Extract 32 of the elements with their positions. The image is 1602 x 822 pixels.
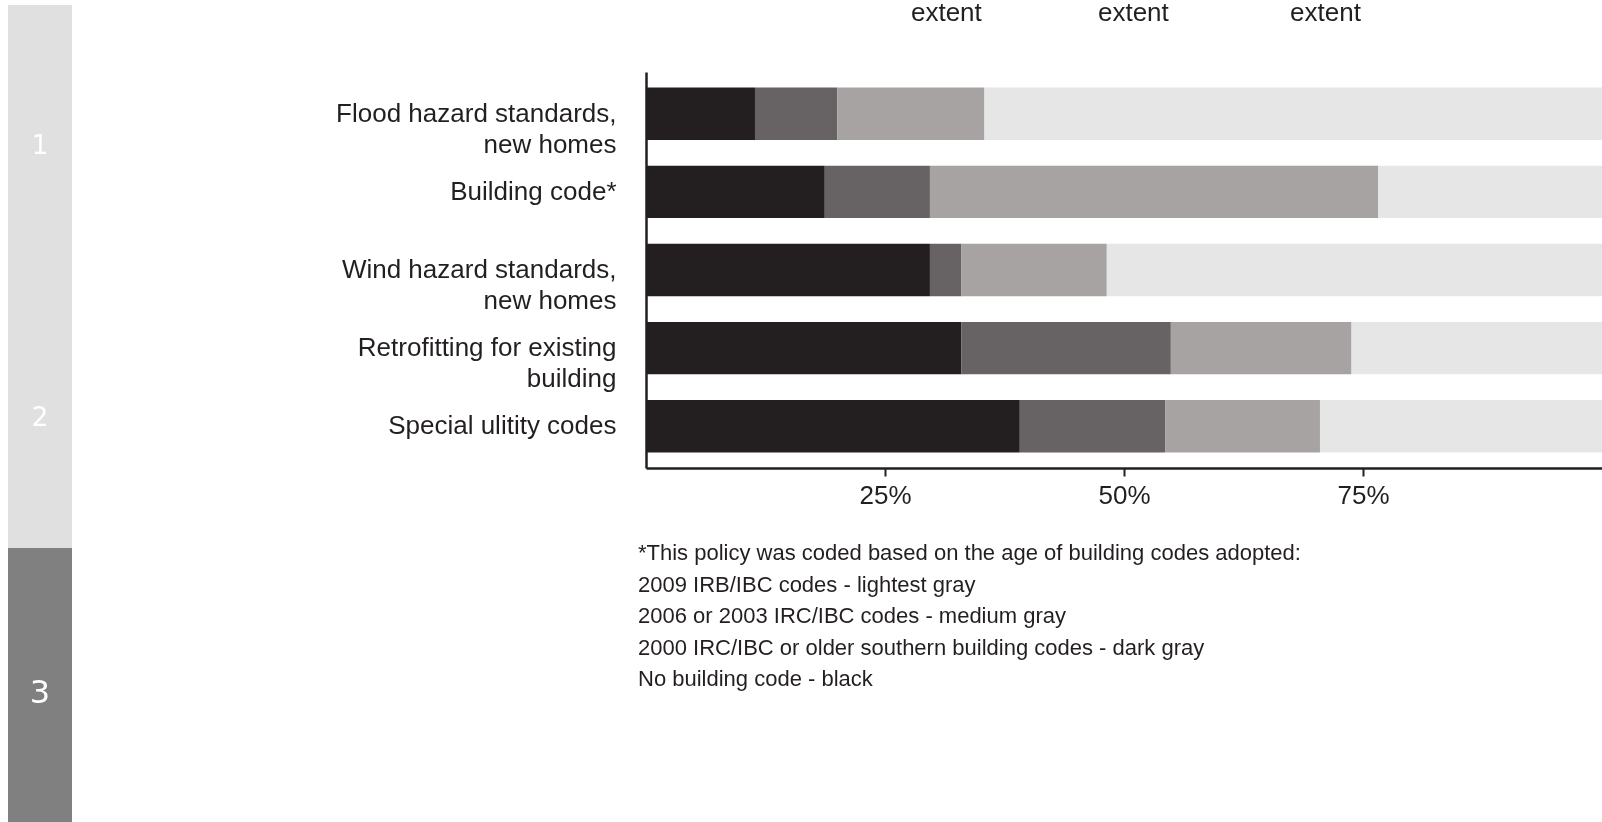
text: extent (1097, 0, 1170, 27)
bar (961, 321, 1171, 375)
bar (1170, 321, 1352, 375)
text: *This policy was coded based on the age of building codes adopted: (638, 540, 1301, 565)
y-tick-label: Special ulitity codes (388, 410, 617, 441)
bar (754, 87, 838, 140)
bar (1378, 165, 1602, 219)
x-tick-label: 50% (1098, 479, 1151, 510)
bar (1319, 400, 1602, 453)
bar (984, 87, 1602, 140)
text: No building code - black (638, 666, 874, 691)
text: extent (910, 0, 983, 27)
x-tick-label: 25% (859, 479, 912, 510)
bar (929, 165, 1379, 219)
bar (837, 87, 985, 140)
bar (961, 243, 1107, 297)
text: 2006 or 2003 IRC/IBC codes - medium gray (638, 603, 1066, 628)
bar (1165, 400, 1320, 453)
text: 2000 IRC/IBC or older southern building codes - dark gray (638, 634, 1205, 660)
text: 3 (29, 673, 51, 711)
bar (929, 243, 962, 297)
x-tick-label: 75% (1337, 479, 1390, 510)
y-tick-label: Flood hazard standards, new homes (336, 97, 617, 159)
text: 2009 IRB/IBC codes - lightest gray (638, 571, 976, 597)
bar (1019, 400, 1166, 453)
bar (1351, 321, 1602, 375)
bar (1106, 243, 1602, 297)
y-tick-label: Wind hazard standards, new homes (341, 254, 617, 315)
y-tick-label: Building code* (450, 175, 617, 206)
bar (824, 165, 930, 219)
y-tick-label: Retrofitting for existing building (357, 332, 617, 394)
text: extent (1290, 0, 1362, 27)
